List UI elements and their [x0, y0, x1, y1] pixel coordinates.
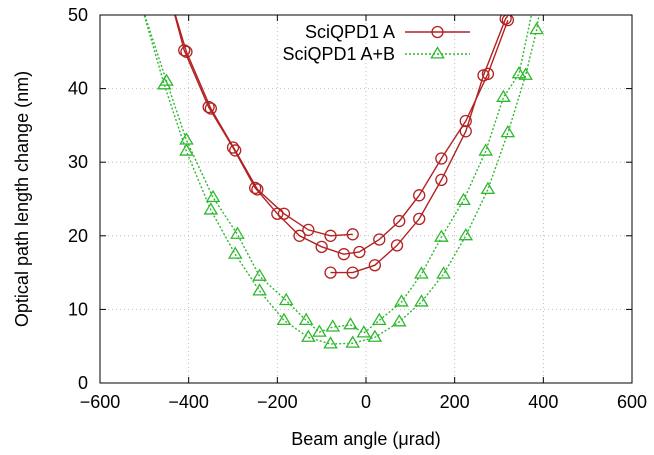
data-point — [226, 141, 240, 154]
data-point — [179, 143, 194, 156]
data-point — [156, 77, 172, 90]
data-point — [230, 226, 245, 239]
data-point — [394, 294, 409, 307]
data-point — [480, 181, 496, 194]
legend-label-sciqpd1-a: SciQPD1 A — [305, 22, 395, 42]
data-point — [324, 266, 337, 279]
data-point — [371, 312, 387, 325]
data-point — [315, 240, 328, 253]
data-point — [180, 45, 193, 58]
x-tick-label: −400 — [168, 392, 209, 412]
data-point — [529, 21, 545, 35]
data-point — [203, 202, 219, 215]
data-point — [496, 89, 511, 102]
data-point — [434, 229, 449, 242]
data-point — [345, 335, 361, 348]
x-axis-title: Beam angle (μrad) — [291, 429, 440, 449]
data-point — [390, 239, 404, 252]
data-point — [252, 268, 267, 281]
x-tick-label: 600 — [617, 392, 647, 412]
data-point — [251, 183, 264, 196]
data-point — [368, 259, 382, 272]
y-tick-label: 0 — [78, 373, 88, 393]
data-point — [414, 294, 429, 307]
data-point — [436, 266, 451, 279]
data-point — [278, 292, 294, 306]
x-tick-label: −200 — [257, 392, 298, 412]
data-point — [302, 223, 315, 237]
data-point — [458, 228, 474, 241]
data-point — [202, 100, 215, 114]
series-layer — [143, 15, 545, 349]
data-point — [298, 312, 314, 325]
data-point — [346, 266, 359, 279]
y-tick-label: 30 — [68, 152, 88, 172]
legend-marker — [431, 25, 444, 39]
data-point — [413, 212, 426, 226]
data-point — [435, 152, 448, 165]
data-point — [393, 214, 406, 228]
data-point — [499, 15, 512, 25]
grid — [100, 15, 632, 383]
data-point — [414, 266, 429, 279]
data-point — [343, 317, 358, 330]
data-point — [391, 314, 407, 327]
data-point — [373, 233, 386, 246]
y-tick-label: 50 — [68, 5, 88, 25]
data-point — [356, 325, 372, 338]
series-0 — [174, 15, 515, 279]
legend: SciQPD1 A SciQPD1 A+B — [282, 22, 470, 64]
legend-marker — [430, 46, 445, 59]
data-point — [324, 229, 337, 242]
data-point — [323, 336, 338, 349]
series-line — [143, 15, 540, 345]
y-tick-label: 20 — [68, 226, 88, 246]
data-point — [478, 143, 494, 156]
y-axis-title: Optical path length change (nm) — [12, 71, 32, 327]
data-point — [346, 228, 359, 241]
data-point — [179, 132, 194, 145]
data-point — [367, 329, 383, 342]
data-point — [252, 283, 267, 296]
data-point — [229, 144, 242, 157]
series-line — [330, 15, 510, 274]
data-point — [413, 189, 426, 202]
y-tick-label: 40 — [68, 79, 88, 99]
x-tick-label: −600 — [80, 392, 121, 412]
data-point — [511, 66, 527, 79]
data-point — [204, 102, 217, 115]
data-point — [276, 312, 292, 325]
data-point — [500, 124, 516, 138]
data-point — [459, 114, 472, 128]
data-point — [301, 329, 316, 342]
x-tick-label: 200 — [440, 392, 470, 412]
data-point — [325, 319, 341, 332]
data-point — [227, 246, 243, 259]
data-point — [159, 73, 174, 86]
data-point — [249, 181, 262, 195]
y-tick-label: 10 — [68, 299, 88, 319]
data-point — [337, 248, 350, 261]
data-point — [501, 15, 515, 27]
series-line — [174, 15, 353, 237]
data-point — [277, 207, 291, 220]
x-tick-label: 0 — [361, 392, 371, 412]
ticks: −600 −400 −200 0 200 400 600 0 10 20 30 40 50 — [68, 5, 647, 412]
data-point — [293, 229, 306, 242]
legend-label-sciqpd1-a-b: SciQPD1 A+B — [282, 44, 395, 64]
data-point — [477, 69, 490, 82]
series-line — [143, 15, 533, 334]
data-point — [435, 173, 448, 187]
series-1 — [143, 15, 545, 349]
data-point — [459, 125, 472, 138]
data-point — [205, 189, 221, 203]
data-point — [312, 324, 327, 337]
data-point — [456, 192, 471, 206]
x-tick-label: 400 — [528, 392, 558, 412]
data-point — [353, 245, 366, 259]
